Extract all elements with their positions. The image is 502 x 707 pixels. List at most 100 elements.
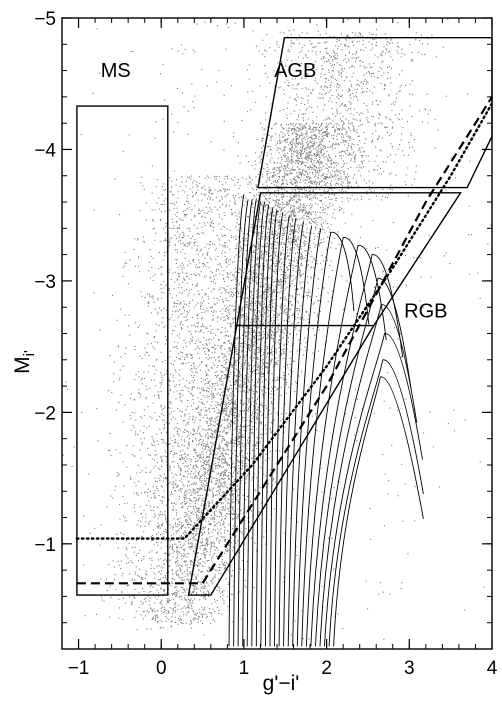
scatter-point xyxy=(348,128,350,130)
scatter-point xyxy=(304,170,306,172)
scatter-point xyxy=(231,366,233,368)
scatter-point xyxy=(291,228,293,230)
scatter-point xyxy=(224,497,226,499)
scatter-point xyxy=(283,332,285,334)
scatter-point xyxy=(276,379,278,381)
scatter-point xyxy=(227,513,229,515)
scatter-point xyxy=(182,484,184,486)
scatter-point xyxy=(242,314,244,316)
scatter-point xyxy=(309,291,311,293)
scatter-point xyxy=(234,267,236,269)
scatter-point xyxy=(298,330,300,332)
scatter-point xyxy=(168,571,170,573)
scatter-point xyxy=(179,576,181,578)
scatter-point xyxy=(286,320,288,322)
scatter-point xyxy=(278,168,280,170)
scatter-point xyxy=(209,507,211,509)
scatter-point xyxy=(192,505,194,507)
scatter-point xyxy=(267,177,269,179)
scatter-point xyxy=(229,326,231,328)
scatter-point xyxy=(263,351,265,353)
scatter-point xyxy=(262,381,264,383)
scatter-point xyxy=(305,204,307,206)
scatter-point xyxy=(233,547,235,549)
scatter-point xyxy=(164,608,166,610)
scatter-point xyxy=(246,306,248,308)
scatter-point xyxy=(215,490,217,492)
scatter-point xyxy=(252,465,254,467)
scatter-point xyxy=(219,489,221,491)
scatter-point xyxy=(279,176,281,178)
scatter-point xyxy=(242,338,244,340)
scatter-point xyxy=(280,254,282,256)
scatter-point xyxy=(234,470,236,472)
scatter-point xyxy=(328,169,330,171)
scatter-point xyxy=(221,435,223,437)
scatter-point xyxy=(269,353,271,355)
scatter-point xyxy=(171,612,173,614)
scatter-point xyxy=(266,333,268,335)
scatter-point xyxy=(278,224,280,226)
scatter-point xyxy=(206,463,208,465)
scatter-point xyxy=(296,219,298,221)
scatter-point xyxy=(192,363,194,365)
scatter-point xyxy=(285,216,287,218)
scatter-point xyxy=(290,230,292,232)
scatter-point xyxy=(274,281,276,283)
scatter-point xyxy=(280,339,282,341)
scatter-point xyxy=(192,466,194,468)
scatter-point xyxy=(213,546,215,548)
scatter-point xyxy=(200,487,202,489)
scatter-point xyxy=(305,250,307,252)
scatter-point xyxy=(274,233,276,235)
scatter-point xyxy=(300,265,302,267)
scatter-point xyxy=(209,418,211,420)
scatter-point xyxy=(256,436,258,438)
scatter-point xyxy=(254,445,256,447)
scatter-point xyxy=(252,271,254,273)
scatter-point xyxy=(347,143,349,145)
scatter-point xyxy=(163,590,165,592)
scatter-point xyxy=(193,588,195,590)
scatter-point xyxy=(204,436,206,438)
scatter-point xyxy=(190,538,192,540)
scatter-point xyxy=(275,278,277,280)
scatter-point xyxy=(340,170,342,172)
scatter-point xyxy=(250,537,252,539)
scatter-point xyxy=(299,173,301,175)
scatter-point xyxy=(217,528,219,530)
scatter-point xyxy=(233,585,235,587)
scatter-point xyxy=(324,178,326,180)
scatter-point xyxy=(243,241,245,243)
scatter-point xyxy=(281,211,283,213)
scatter-point xyxy=(252,371,254,373)
scatter-point xyxy=(309,181,311,183)
scatter-point xyxy=(306,159,308,161)
scatter-point xyxy=(325,156,327,158)
scatter-point xyxy=(303,169,305,171)
scatter-point xyxy=(244,331,246,333)
scatter-point xyxy=(180,619,182,621)
scatter-point xyxy=(190,604,192,606)
scatter-point xyxy=(218,485,220,487)
scatter-point xyxy=(233,529,235,531)
scatter-point xyxy=(242,445,244,447)
scatter-point xyxy=(337,183,339,185)
scatter-point xyxy=(245,528,247,530)
scatter-point xyxy=(281,201,283,203)
scatter-point xyxy=(230,372,232,374)
scatter-point xyxy=(236,376,238,378)
scatter-point xyxy=(272,211,274,213)
scatter-point xyxy=(294,169,296,171)
scatter-point xyxy=(304,164,306,166)
scatter-point xyxy=(288,262,290,264)
scatter-point xyxy=(281,194,283,196)
scatter-point xyxy=(239,337,241,339)
scatter-point xyxy=(242,460,244,462)
scatter-point xyxy=(321,226,323,228)
scatter-point xyxy=(260,294,262,296)
scatter-point xyxy=(283,164,285,166)
scatter-point xyxy=(292,213,294,215)
scatter-point xyxy=(210,543,212,545)
scatter-point xyxy=(226,420,228,422)
